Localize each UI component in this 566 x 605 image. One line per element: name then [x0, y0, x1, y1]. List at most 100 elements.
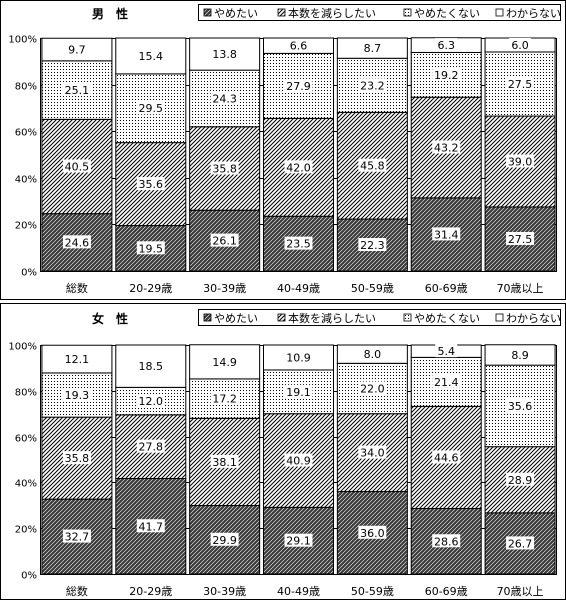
data-label-bg [506, 472, 535, 486]
data-label: 29.1 [286, 535, 311, 548]
data-label-bg [506, 77, 535, 91]
y-tick-label: 40% [15, 479, 37, 490]
data-label: 31.4 [434, 228, 459, 241]
data-label-bg [62, 83, 91, 97]
legend-swatch [495, 313, 504, 322]
data-label-bg [62, 159, 91, 173]
legend-swatch [403, 8, 412, 17]
data-label: 39.0 [508, 155, 533, 168]
data-label: 45.8 [360, 160, 385, 173]
x-tick-label: 20-29歳 [129, 585, 172, 598]
data-label-bg [358, 78, 387, 92]
data-label: 8.7 [364, 42, 382, 55]
legend-label: わからない [506, 312, 561, 325]
data-label: 6.6 [290, 40, 308, 53]
y-tick-label: 80% [15, 82, 37, 93]
data-label: 18.5 [139, 360, 164, 373]
data-label: 35.6 [139, 178, 164, 191]
y-tick-label: 20% [15, 525, 37, 536]
data-label-bg [284, 350, 313, 364]
x-tick-label: 総数 [66, 281, 88, 295]
y-tick-label: 80% [15, 388, 37, 399]
x-tick-label: 40-49歳 [277, 585, 320, 598]
data-label-bg [284, 78, 313, 92]
data-label: 10.9 [286, 351, 311, 364]
data-label: 23.2 [360, 79, 385, 92]
data-label: 27.5 [508, 233, 533, 246]
data-label-bg [210, 532, 239, 546]
data-label: 13.8 [212, 48, 237, 61]
chart-title: 男 性 [92, 6, 128, 21]
data-label-bg [284, 236, 313, 250]
data-label-bg [506, 231, 535, 245]
x-tick-label: 50-59歳 [351, 585, 394, 598]
bar-segment [410, 356, 482, 407]
data-label-bg [210, 233, 239, 247]
chart-title: 女 性 [92, 311, 128, 326]
legend-swatch [495, 8, 504, 17]
data-label-bg [210, 91, 239, 105]
data-label: 21.4 [434, 376, 459, 389]
data-label: 27.9 [286, 80, 311, 93]
data-label: 27.8 [139, 441, 164, 454]
x-tick-label: 40-49歳 [277, 282, 320, 295]
data-label: 8.0 [364, 348, 382, 361]
data-label: 35.6 [508, 400, 533, 413]
legend-label: やめたくない [414, 312, 480, 325]
legend-swatch [203, 313, 212, 322]
data-label: 15.4 [139, 50, 164, 63]
data-label-bg [284, 533, 313, 547]
data-label: 12.1 [65, 353, 90, 366]
legend: やめたい 本数を減らしたい やめたくない わからない [198, 4, 561, 21]
data-label-bg [62, 451, 91, 465]
y-tick-label: 40% [15, 175, 37, 186]
data-label: 19.5 [139, 242, 164, 255]
data-label: 44.6 [434, 451, 459, 464]
data-label: 12.0 [139, 395, 164, 408]
data-label-bg [358, 238, 387, 252]
data-label-bg [358, 525, 387, 539]
data-label: 27.5 [508, 78, 533, 91]
data-label-bg [432, 534, 461, 548]
data-label-bg [432, 450, 461, 464]
bar-segment [410, 96, 482, 199]
data-label: 8.9 [511, 349, 529, 362]
x-tick-label: 70歳以上 [497, 282, 544, 295]
data-label: 35.8 [65, 452, 90, 465]
data-label: 9.7 [68, 44, 86, 57]
data-label-bg [506, 154, 535, 168]
x-tick-label: 総数 [66, 584, 88, 598]
data-label-bg [136, 241, 165, 255]
data-label-bg [62, 529, 91, 543]
data-label-bg [136, 48, 165, 62]
data-label: 24.3 [212, 92, 237, 105]
data-label-bg [65, 42, 88, 56]
data-label: 35.8 [212, 162, 237, 175]
data-label-bg [136, 101, 165, 115]
data-label: 5.4 [437, 345, 455, 358]
data-label: 19.2 [434, 69, 459, 82]
data-label: 22.0 [360, 383, 385, 396]
y-tick-label: 0% [21, 268, 37, 279]
data-label-bg [210, 161, 239, 175]
data-label-bg [210, 391, 239, 405]
data-label-bg [432, 67, 461, 81]
data-label-bg [358, 381, 387, 395]
y-tick-label: 20% [15, 221, 37, 232]
legend-label: やめたくない [414, 7, 480, 20]
y-tick-label: 100% [8, 342, 37, 353]
y-tick-label: 60% [15, 434, 37, 445]
data-label-bg [435, 344, 458, 358]
x-tick-label: 70歳以上 [497, 585, 544, 598]
data-label-bg [361, 347, 384, 361]
legend-swatch [277, 313, 286, 322]
data-label: 23.5 [286, 238, 311, 251]
data-label-bg [136, 394, 165, 408]
female-chart-panel: 女 性 やめたい 本数を減らしたい やめたくない わからない 0% 20% 40% 60% 80%… [0, 303, 566, 600]
data-label: 43.2 [434, 142, 459, 155]
x-tick-label: 30-39歳 [203, 282, 246, 295]
y-tick-label: 100% [8, 35, 37, 46]
data-label: 28.6 [434, 535, 459, 548]
legend-label: やめたい [214, 312, 258, 325]
